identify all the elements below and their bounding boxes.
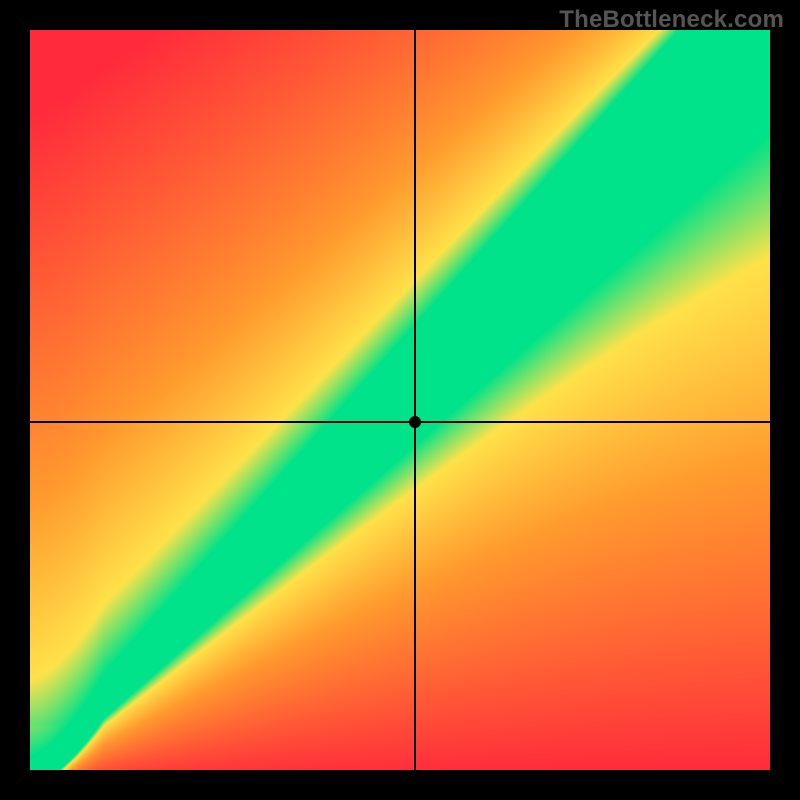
crosshair-vertical	[414, 30, 416, 770]
watermark-text: TheBottleneck.com	[559, 6, 784, 34]
chart-outer-frame: TheBottleneck.com	[0, 0, 800, 800]
crosshair-horizontal	[30, 421, 770, 423]
crosshair-marker	[409, 416, 421, 428]
heatmap-canvas	[30, 30, 770, 770]
plot-area	[30, 30, 770, 770]
